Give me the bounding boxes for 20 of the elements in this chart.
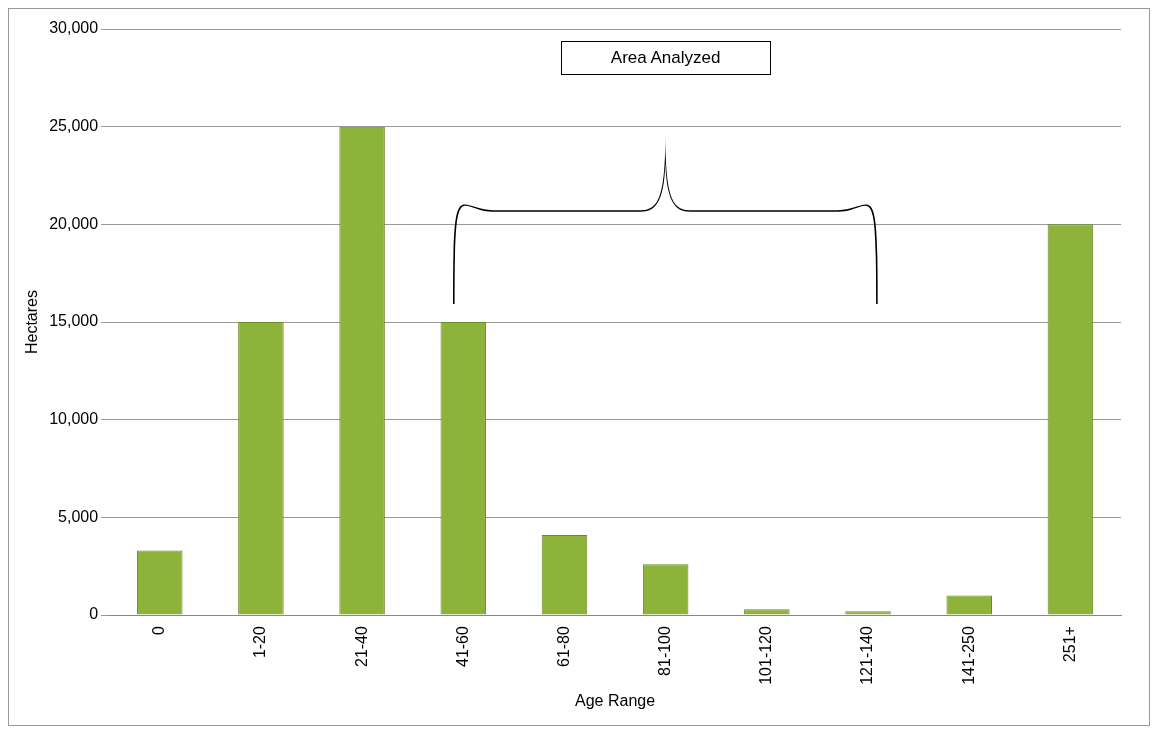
x-tick-label: 61-80 [554,625,572,667]
y-axis-title: Hectares [23,290,41,355]
x-tick-label: 0 [150,625,168,635]
x-tick-label: 81-100 [656,625,674,676]
x-tick-label: 251+ [1060,626,1078,663]
y-tick-label: 25,000 [49,117,99,135]
x-tick-label: 121-140 [858,625,876,685]
x-tick-label: 41-60 [453,625,471,667]
x-tick-label: 141-250 [959,625,977,685]
y-tick-label: 30,000 [49,19,99,37]
y-tick-label: 0 [89,605,99,623]
x-tick-label: 21-40 [352,625,370,667]
y-tick-label: 5,000 [58,507,99,525]
annotation: Area Analyzed [560,41,771,75]
y-tick-label: 10,000 [49,410,99,428]
y-tick-label: 15,000 [49,312,99,330]
x-axis-title: Age Range [575,691,656,709]
x-tick-label: 1-20 [251,625,269,659]
y-tick-label: 20,000 [49,214,99,232]
x-tick-label: 101-120 [757,625,775,685]
